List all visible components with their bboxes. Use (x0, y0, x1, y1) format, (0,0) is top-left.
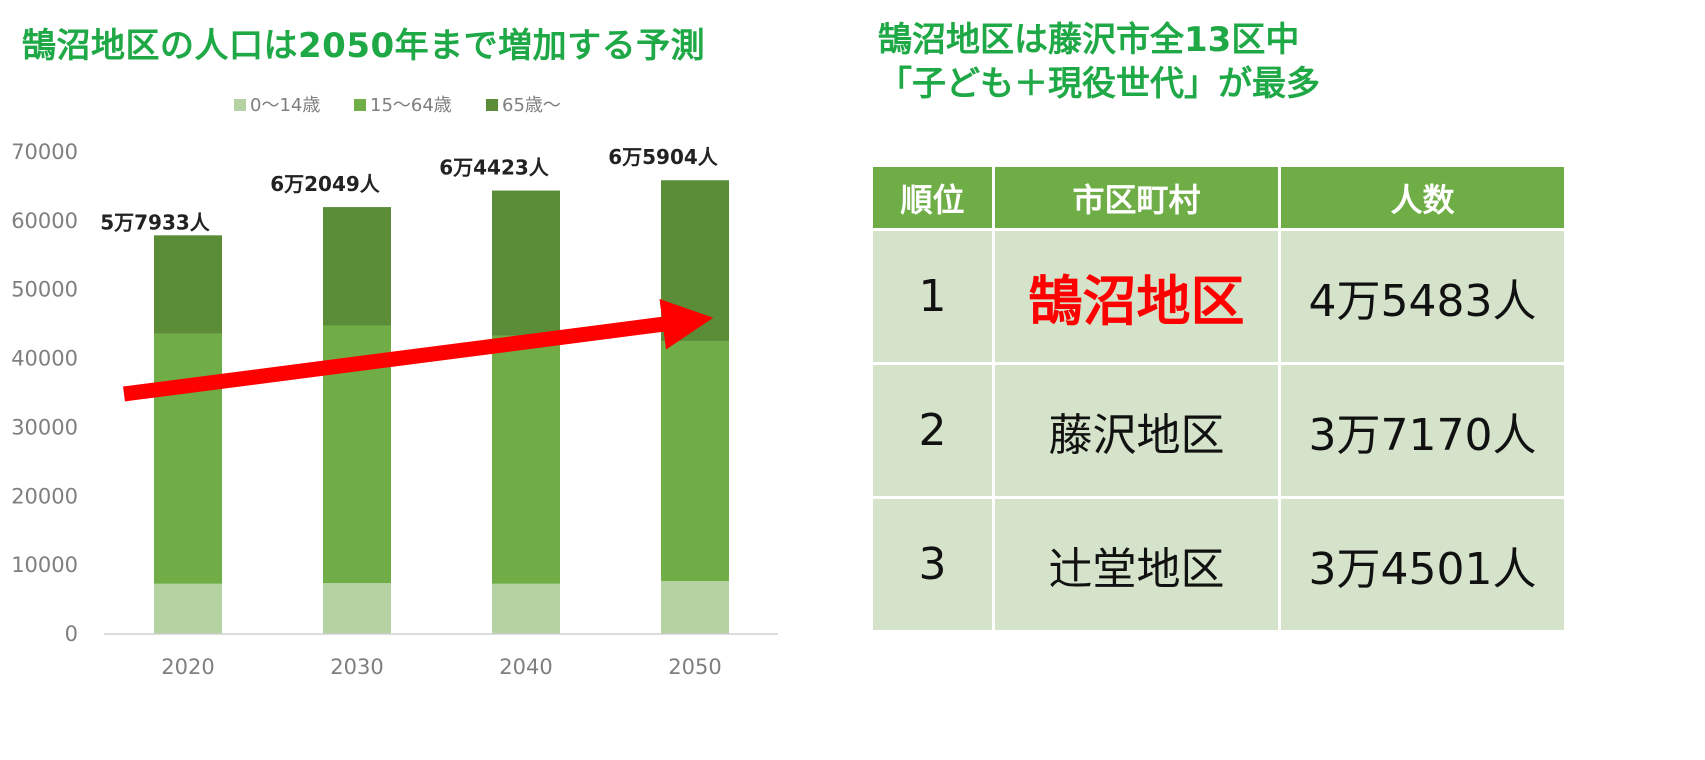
y-tick-label: 70000 (11, 140, 78, 164)
x-tick-label: 2020 (161, 655, 214, 679)
legend-label: 15〜64歳 (370, 95, 452, 116)
trend-arrow (123, 298, 714, 402)
bar-segment (492, 335, 560, 584)
table-title-line2: 「子ども＋現役世代」が最多 (878, 64, 1320, 104)
y-axis: 0 10000 20000 30000 40000 50000 60000 70000 (11, 140, 78, 646)
legend-swatch (486, 99, 498, 111)
count-cell: 3万7170人 (1278, 362, 1567, 499)
rank-cell: 2 (870, 362, 995, 499)
legend-label: 0〜14歳 (250, 95, 320, 116)
header-count: 人数 (1278, 164, 1567, 231)
rank-cell: 3 (870, 496, 995, 633)
total-labels: 5万7933人 6万2049人 6万4423人 6万5904人 (100, 145, 719, 234)
total-label: 6万2049人 (270, 172, 381, 196)
bar-segment (661, 341, 729, 581)
table-title-line1: 鵠沼地区は藤沢市全13区中 (878, 20, 1300, 60)
y-tick-label: 0 (65, 622, 78, 646)
table-row: 3 辻堂地区 3万4501人 (870, 496, 1567, 633)
district-cell: 藤沢地区 (992, 362, 1281, 499)
x-tick-label: 2030 (330, 655, 383, 679)
count-cell: 4万5483人 (1278, 228, 1567, 365)
legend-swatch (354, 99, 366, 111)
bar-segment (492, 583, 560, 634)
x-tick-label: 2050 (668, 655, 721, 679)
total-label: 5万7933人 (100, 210, 211, 234)
total-label: 6万4423人 (439, 156, 550, 180)
table-row: 2 藤沢地区 3万7170人 (870, 362, 1567, 499)
bars (154, 180, 729, 634)
total-label: 6万5904人 (608, 145, 719, 169)
district-cell: 鵠沼地区 (992, 228, 1281, 365)
bar-segment (661, 580, 729, 634)
bar-segment (323, 583, 391, 634)
district-cell: 辻堂地区 (992, 496, 1281, 633)
y-tick-label: 20000 (11, 484, 78, 508)
x-axis: 2020 2030 2040 2050 (104, 633, 778, 679)
header-district: 市区町村 (992, 164, 1281, 231)
bar-segment (154, 333, 222, 584)
y-tick-label: 50000 (11, 278, 78, 302)
table-row: 1 鵠沼地区 4万5483人 (870, 228, 1567, 365)
bar-segment (323, 207, 391, 326)
x-tick-label: 2040 (499, 655, 552, 679)
chart-title: 鵠沼地区の人口は2050年まで増加する予測 (22, 26, 706, 66)
y-tick-label: 30000 (11, 415, 78, 439)
chart-legend: 0〜14歳 15〜64歳 65歳〜 (234, 95, 561, 116)
bar-segment (154, 583, 222, 634)
legend-label: 65歳〜 (502, 95, 561, 116)
population-bar-chart: 0〜14歳 15〜64歳 65歳〜 0 10000 20000 30000 40000 500… (11, 95, 778, 679)
rank-cell: 1 (870, 228, 995, 365)
count-cell: 3万4501人 (1278, 496, 1567, 633)
header-rank: 順位 (870, 164, 995, 231)
bar-segment (492, 190, 560, 336)
y-tick-label: 60000 (11, 209, 78, 233)
y-tick-label: 40000 (11, 347, 78, 371)
table-title: 鵠沼地区は藤沢市全13区中 「子ども＋現役世代」が最多 (878, 18, 1538, 106)
legend-swatch (234, 99, 246, 111)
table-header-row: 順位 市区町村 人数 (870, 164, 1567, 231)
bar-segment (154, 235, 222, 334)
ranking-table: 順位 市区町村 人数 1 鵠沼地区 4万5483人 2 藤沢地区 3万7170人… (870, 164, 1567, 633)
y-tick-label: 10000 (11, 553, 78, 577)
